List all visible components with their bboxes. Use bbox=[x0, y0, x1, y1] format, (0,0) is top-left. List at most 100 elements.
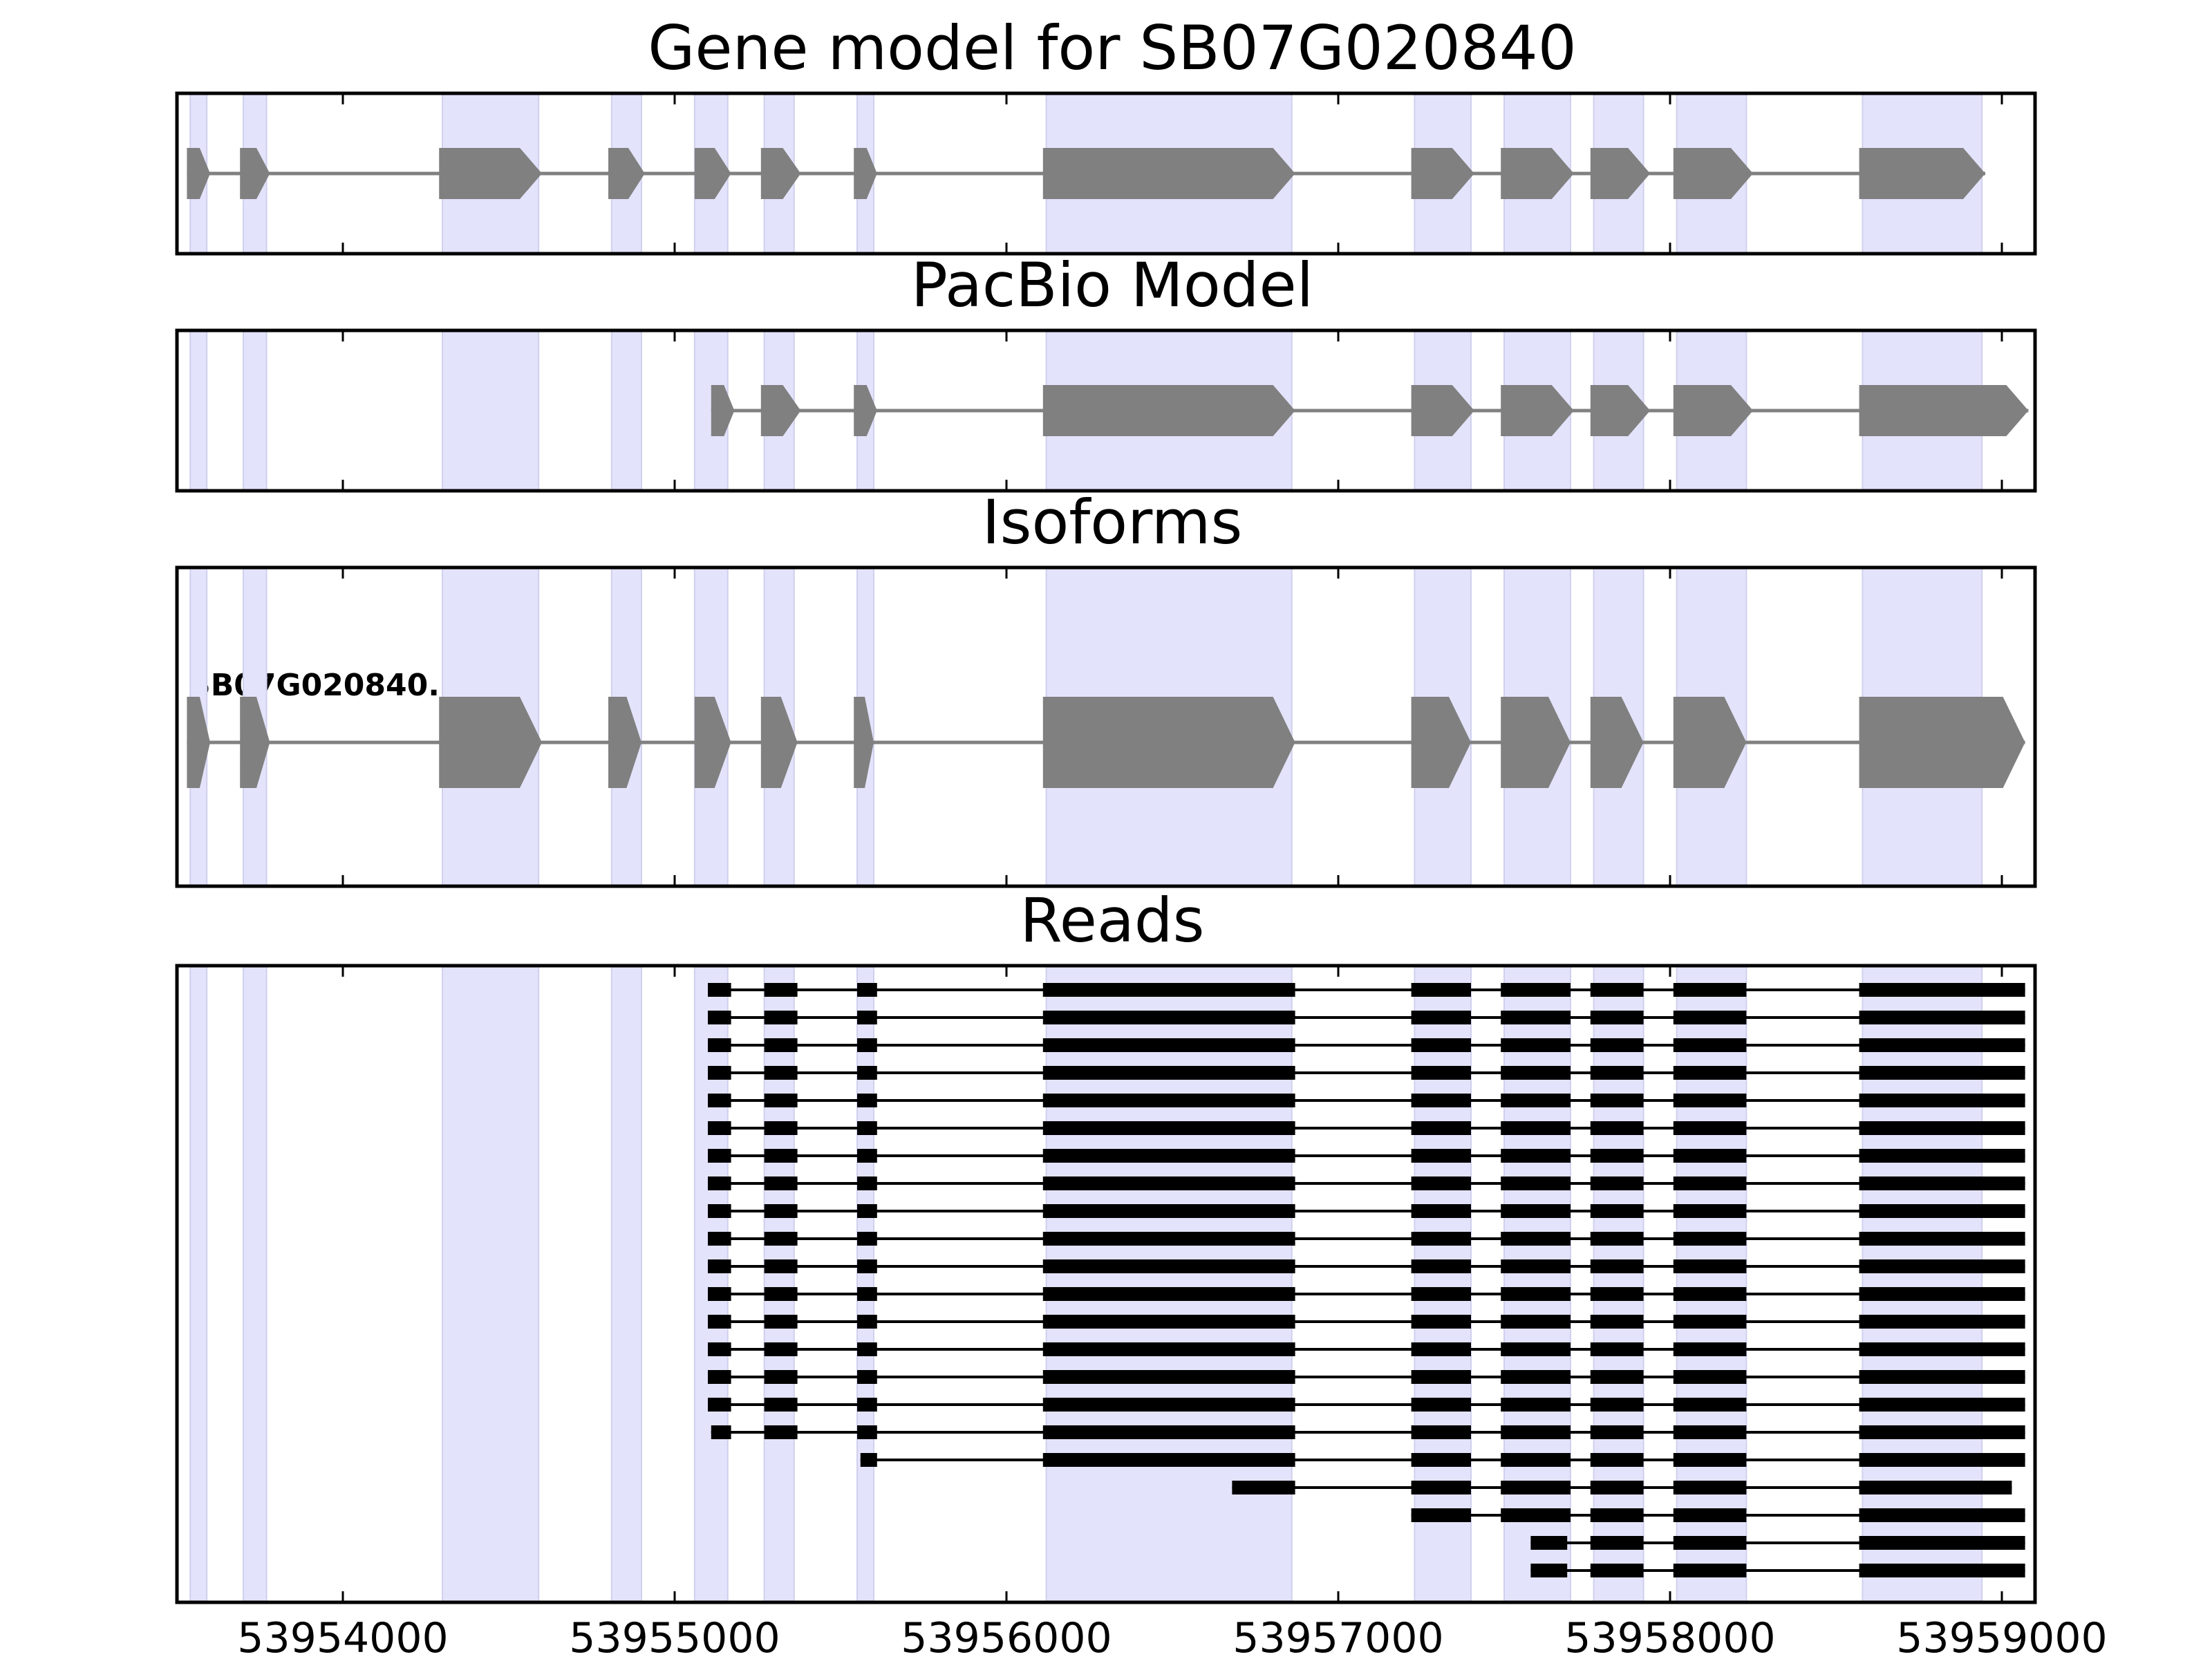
read-block bbox=[1501, 1066, 1571, 1080]
read-block bbox=[1042, 1259, 1295, 1273]
pacbio-highlight-region bbox=[243, 330, 268, 491]
read-block bbox=[1673, 1481, 1747, 1494]
read-block bbox=[764, 1370, 798, 1384]
read-block bbox=[764, 1425, 798, 1439]
read-block bbox=[708, 1398, 731, 1412]
read-block bbox=[1859, 1066, 2025, 1080]
read-block bbox=[1232, 1481, 1295, 1494]
isoforms-exon bbox=[1673, 697, 1747, 788]
read-block bbox=[1859, 1342, 2025, 1356]
read-block bbox=[1501, 1011, 1571, 1024]
x-tick-label: 53957000 bbox=[1232, 1614, 1443, 1659]
isoforms-exon bbox=[1590, 697, 1644, 788]
read-block bbox=[1859, 1370, 2025, 1384]
read-block bbox=[1673, 1370, 1747, 1384]
read-block bbox=[1859, 1149, 2025, 1163]
pacbio-exon bbox=[1501, 385, 1574, 436]
read-block bbox=[1673, 1011, 1747, 1024]
read-block bbox=[857, 1232, 877, 1246]
read-block bbox=[1859, 1287, 2025, 1301]
read-block bbox=[857, 1011, 877, 1024]
gene-model-exon bbox=[1411, 148, 1474, 199]
read-block bbox=[1590, 1011, 1644, 1024]
read-block bbox=[1501, 1177, 1571, 1190]
read-block bbox=[857, 1094, 877, 1107]
pacbio-exon bbox=[711, 385, 735, 436]
read-block bbox=[1859, 1564, 2025, 1577]
read-block bbox=[1411, 1038, 1471, 1052]
read-block bbox=[1042, 1315, 1295, 1329]
read-block bbox=[1042, 1342, 1295, 1356]
read-block bbox=[1673, 1149, 1747, 1163]
read-block bbox=[1042, 1011, 1295, 1024]
read-block bbox=[1042, 1425, 1295, 1439]
read-block bbox=[1859, 1204, 2025, 1218]
read-block bbox=[764, 1038, 798, 1052]
x-tick-label: 53958000 bbox=[1564, 1614, 1775, 1659]
read-block bbox=[764, 1398, 798, 1412]
read-block bbox=[1590, 1453, 1644, 1467]
pacbio-exon bbox=[1590, 385, 1651, 436]
read-block bbox=[1859, 1453, 2025, 1467]
read-block bbox=[764, 1204, 798, 1218]
isoforms-exon bbox=[608, 697, 641, 788]
gene-model-exon bbox=[1673, 148, 1753, 199]
reads-highlight-region bbox=[763, 965, 795, 1603]
isoforms-exon bbox=[760, 697, 798, 788]
gene-model-exon bbox=[1590, 148, 1651, 199]
read-block bbox=[1673, 1425, 1747, 1439]
read-block bbox=[708, 1315, 731, 1329]
read-block bbox=[1411, 1342, 1471, 1356]
read-block bbox=[857, 1370, 877, 1384]
reads-highlight-region bbox=[1862, 965, 1983, 1603]
isoforms-exon bbox=[694, 697, 731, 788]
read-block bbox=[1590, 1315, 1644, 1329]
reads-highlight-region bbox=[243, 965, 268, 1603]
read-block bbox=[1859, 1121, 2025, 1135]
read-block bbox=[857, 1342, 877, 1356]
read-block bbox=[708, 1204, 731, 1218]
read-block bbox=[1411, 1121, 1471, 1135]
read-block bbox=[1859, 1038, 2025, 1052]
read-block bbox=[1411, 1315, 1471, 1329]
read-block bbox=[764, 1066, 798, 1080]
read-block bbox=[1590, 1121, 1644, 1135]
read-block bbox=[1501, 1370, 1571, 1384]
panel-title-reads: Reads bbox=[1020, 885, 1205, 956]
read-block bbox=[1859, 1425, 2025, 1439]
reads-highlight-region bbox=[610, 965, 642, 1603]
read-block bbox=[1411, 1370, 1471, 1384]
read-block bbox=[1042, 1204, 1295, 1218]
read-block bbox=[708, 1011, 731, 1024]
pacbio-highlight-region bbox=[442, 330, 540, 491]
read-block bbox=[1673, 1398, 1747, 1412]
read-block bbox=[708, 1094, 731, 1107]
read-block bbox=[708, 1287, 731, 1301]
read-block bbox=[1590, 1536, 1644, 1550]
read-block bbox=[708, 1370, 731, 1384]
read-block bbox=[1042, 1232, 1295, 1246]
isoforms-exon bbox=[240, 697, 270, 788]
read-block bbox=[1590, 1259, 1644, 1273]
read-block bbox=[764, 1342, 798, 1356]
read-block bbox=[1411, 1232, 1471, 1246]
read-block bbox=[1673, 1121, 1747, 1135]
gene-model-exon bbox=[240, 148, 270, 199]
read-block bbox=[1590, 1342, 1644, 1356]
read-block bbox=[1673, 1564, 1747, 1577]
figure-title: Gene model for SB07G020840 bbox=[648, 12, 1577, 84]
read-block bbox=[1411, 1259, 1471, 1273]
read-block bbox=[1673, 1536, 1747, 1550]
gene-model-exon bbox=[694, 148, 731, 199]
read-block bbox=[764, 1315, 798, 1329]
read-block bbox=[1042, 1287, 1295, 1301]
read-block bbox=[1673, 1066, 1747, 1080]
read-block bbox=[1501, 1149, 1571, 1163]
reads-highlight-region bbox=[1045, 965, 1293, 1603]
read-block bbox=[1590, 1149, 1644, 1163]
read-block bbox=[1501, 1287, 1571, 1301]
read-block bbox=[708, 1066, 731, 1080]
read-block bbox=[708, 983, 731, 997]
read-block bbox=[1590, 1094, 1644, 1107]
read-block bbox=[1590, 1038, 1644, 1052]
